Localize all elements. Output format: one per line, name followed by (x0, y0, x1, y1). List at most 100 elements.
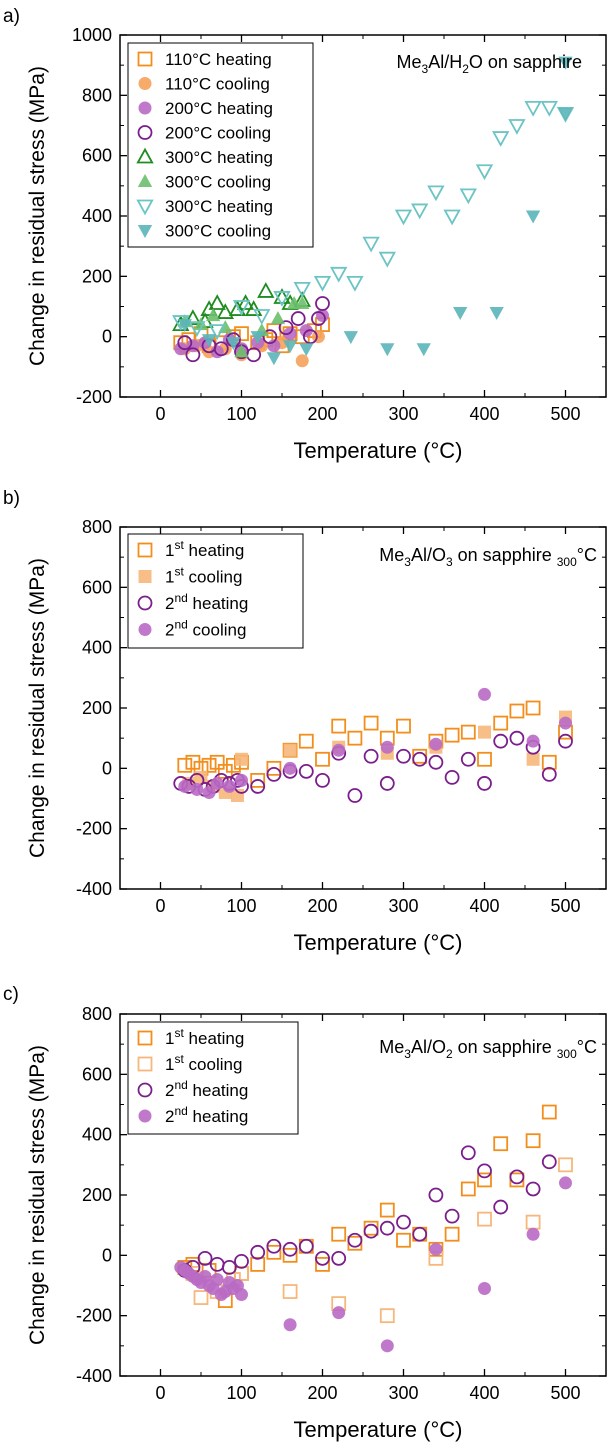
legend-entry: 300°C cooling (165, 173, 271, 192)
y-tick-label: -200 (76, 1306, 112, 1326)
data-point (295, 296, 310, 310)
legend-entry: 300°C heating (165, 148, 273, 167)
data-point (363, 748, 379, 764)
legend-marker (137, 1082, 153, 1098)
legend-marker (137, 224, 153, 238)
data-point (235, 1288, 248, 1302)
data-point (394, 209, 413, 226)
legend-entry: 300°C heating (165, 197, 273, 216)
legend-entry: 2nd heating (165, 1104, 248, 1126)
panel-label: c) (3, 984, 19, 1005)
data-point (315, 751, 330, 767)
legend-marker (136, 147, 154, 164)
data-point (194, 770, 208, 784)
data-point (246, 347, 262, 363)
series-4 (177, 296, 330, 363)
y-tick-label: -200 (76, 819, 112, 839)
data-point (416, 343, 431, 357)
data-point (363, 1220, 379, 1236)
data-point (525, 210, 541, 224)
data-point (524, 100, 542, 117)
data-point (278, 320, 294, 336)
data-point (477, 1163, 492, 1179)
legend-marker (137, 174, 153, 188)
legend-marker (138, 101, 152, 115)
data-point (493, 1199, 509, 1215)
y-tick-label: 200 (82, 698, 112, 718)
x-axis-label: Temperature (°C) (294, 930, 463, 955)
data-point (178, 779, 192, 793)
data-point (380, 1339, 394, 1353)
legend-marker (137, 125, 153, 140)
data-point (346, 275, 364, 292)
x-tick-label: 400 (469, 896, 499, 916)
data-point (190, 782, 204, 796)
legend-entry: 110°C cooling (165, 75, 270, 94)
legend-entry: 1st heating (165, 1026, 244, 1048)
legend-entry: 200°C cooling (165, 124, 271, 143)
legend-marker (138, 623, 152, 636)
data-point (266, 352, 282, 366)
data-point (266, 1238, 282, 1254)
data-point (347, 1235, 363, 1251)
data-point (428, 1187, 444, 1203)
data-point (197, 1250, 213, 1266)
data-point (270, 311, 286, 325)
y-tick-label: -200 (76, 387, 112, 407)
data-points (173, 687, 573, 803)
x-tick-label: 500 (550, 404, 580, 424)
legend: 110°C heating 110°C cooling 200°C heating 2… (127, 42, 314, 248)
data-point (477, 1172, 492, 1188)
data-point (282, 1284, 298, 1299)
legend: 1st heating 1st cooling 2nd heating 2nd hea… (127, 1021, 299, 1135)
data-point (493, 1136, 509, 1152)
chart-panel-2: b) 0 100 200 300 400 500 -400 -200 0 200 400 600 800 T… (3, 488, 607, 955)
data-point (478, 1282, 491, 1296)
data-point (177, 319, 192, 333)
chart-annotation: Me3Al/O2 on sapphire 300°C (379, 1037, 597, 1061)
data-point (509, 703, 525, 719)
data-point (313, 275, 332, 292)
data-point (396, 1232, 411, 1248)
data-point (478, 725, 491, 739)
data-point (396, 748, 411, 764)
data-point (380, 343, 395, 357)
data-point (315, 773, 330, 788)
data-point (460, 751, 476, 767)
chart-annotation: Me3Al/H2O on sapphire (397, 52, 582, 76)
data-point (216, 303, 234, 319)
data-point (526, 1227, 540, 1241)
data-point (477, 776, 492, 791)
data-point (250, 1244, 266, 1260)
data-point (412, 748, 428, 764)
data-point (266, 766, 282, 782)
data-point (558, 56, 573, 70)
legend-marker (137, 1030, 153, 1046)
data-point (201, 757, 217, 773)
y-tick-label: 0 (102, 1245, 112, 1265)
y-axis-label: Change in residual stress (MPa) (26, 1045, 49, 1345)
data-point (184, 309, 202, 325)
data-point (396, 1214, 411, 1230)
data-point (332, 1306, 346, 1320)
data-point (201, 334, 217, 348)
y-axis-label: Change in residual stress (MPa) (26, 66, 49, 366)
data-point (331, 1250, 347, 1266)
data-point (250, 773, 266, 788)
y-tick-label: 800 (82, 517, 112, 537)
data-point (347, 730, 363, 746)
data-point (489, 307, 504, 321)
legend-marker (138, 570, 152, 583)
data-point (526, 734, 540, 748)
data-point (299, 343, 314, 357)
data-point (541, 766, 557, 782)
x-tick-label: 300 (388, 1383, 418, 1403)
data-point (460, 724, 476, 740)
x-tick-label: 0 (155, 404, 165, 424)
data-point (213, 341, 229, 357)
series-4 (178, 687, 572, 799)
legend-entry: 2nd cooling (165, 618, 246, 640)
legend-box (127, 42, 314, 248)
data-point (232, 300, 251, 316)
data-point (250, 331, 265, 345)
